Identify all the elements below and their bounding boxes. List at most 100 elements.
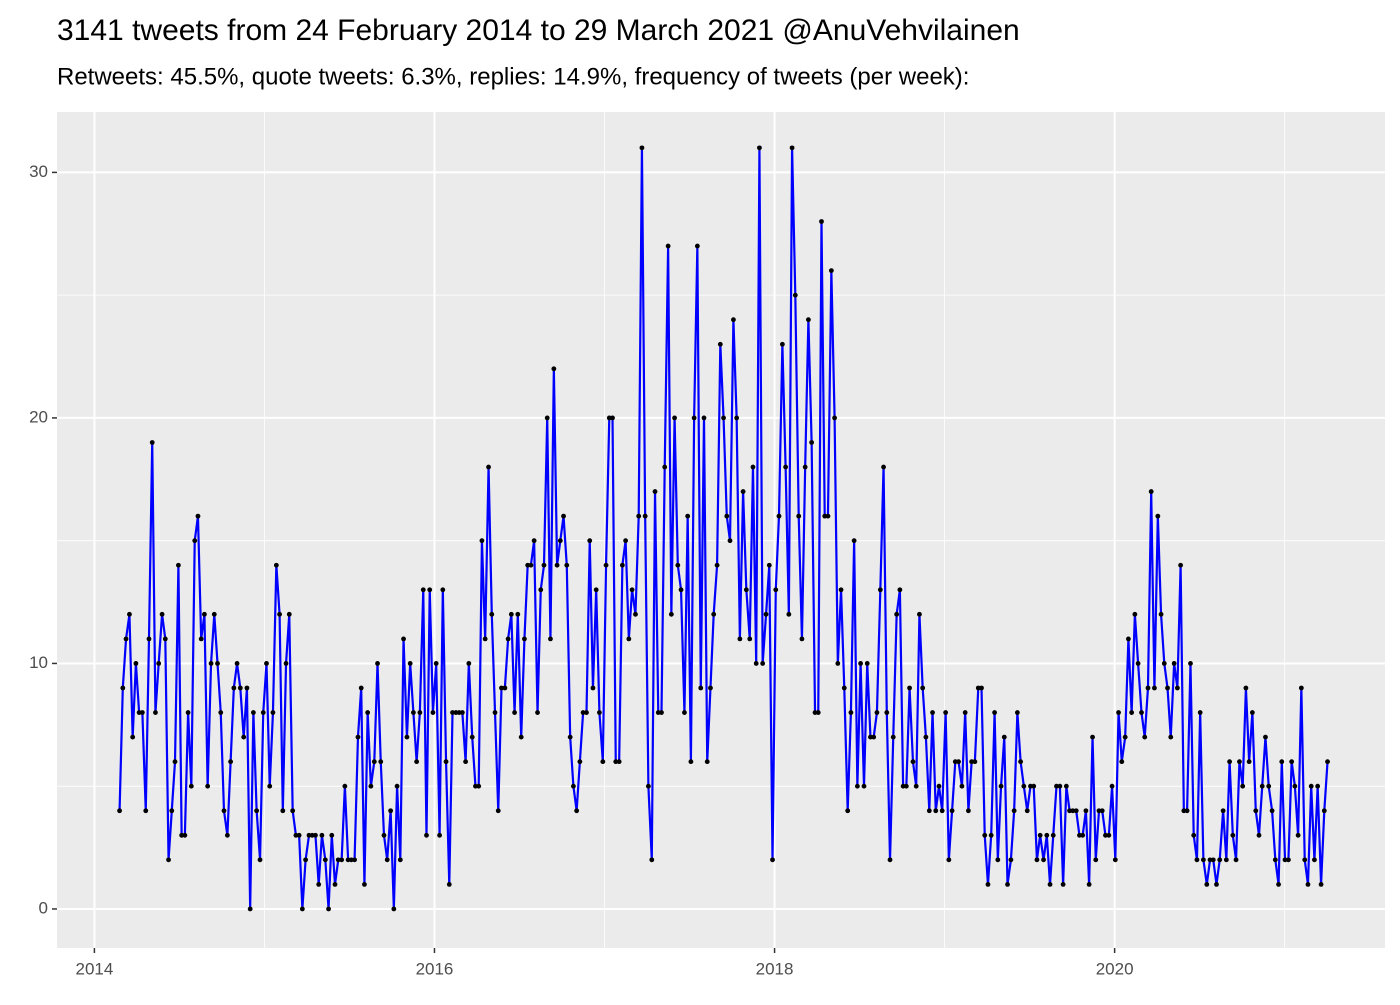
data-point bbox=[127, 611, 132, 617]
data-point bbox=[1266, 783, 1272, 789]
data-point bbox=[378, 759, 384, 765]
data-point bbox=[1086, 882, 1092, 887]
data-point bbox=[208, 661, 214, 666]
data-point bbox=[877, 587, 883, 593]
data-point bbox=[358, 685, 364, 691]
data-point bbox=[286, 611, 292, 617]
data-point bbox=[887, 857, 893, 863]
data-point bbox=[1155, 513, 1161, 519]
data-point bbox=[1204, 882, 1210, 887]
data-point bbox=[930, 710, 935, 715]
data-point bbox=[979, 685, 984, 691]
data-point bbox=[1282, 857, 1288, 863]
data-point bbox=[270, 710, 276, 715]
data-point bbox=[211, 611, 217, 617]
data-point bbox=[639, 145, 645, 151]
data-point bbox=[322, 857, 328, 863]
data-point bbox=[466, 661, 472, 666]
data-point bbox=[391, 906, 397, 912]
data-point bbox=[1063, 783, 1069, 789]
data-point bbox=[854, 783, 860, 789]
data-point bbox=[554, 562, 560, 568]
data-point bbox=[1223, 857, 1229, 863]
data-point bbox=[1191, 832, 1197, 838]
data-point bbox=[946, 857, 952, 863]
data-point bbox=[616, 759, 622, 765]
data-point bbox=[907, 685, 912, 691]
data-point bbox=[1302, 857, 1308, 863]
data-point bbox=[923, 734, 929, 740]
data-point bbox=[362, 882, 367, 887]
data-point bbox=[332, 882, 338, 887]
data-point bbox=[384, 857, 390, 863]
data-point bbox=[1001, 734, 1007, 740]
data-point bbox=[815, 710, 821, 715]
data-point bbox=[1243, 685, 1249, 691]
data-point bbox=[149, 440, 155, 445]
data-point bbox=[1184, 808, 1190, 814]
data-point bbox=[721, 415, 726, 421]
data-point bbox=[273, 562, 279, 568]
data-point bbox=[169, 808, 175, 814]
data-point bbox=[1197, 710, 1203, 715]
data-point bbox=[296, 832, 302, 838]
data-point bbox=[231, 685, 237, 691]
data-point bbox=[1148, 489, 1154, 494]
data-point bbox=[1126, 636, 1131, 642]
data-point bbox=[411, 710, 416, 715]
data-point bbox=[1044, 832, 1050, 838]
data-point bbox=[1031, 783, 1037, 789]
data-point bbox=[1011, 808, 1017, 814]
data-point bbox=[290, 808, 296, 814]
data-point bbox=[913, 783, 919, 789]
data-point bbox=[1152, 685, 1157, 691]
data-point bbox=[861, 783, 867, 789]
data-point bbox=[224, 832, 230, 838]
data-point bbox=[339, 857, 345, 863]
data-point bbox=[848, 710, 854, 715]
data-point bbox=[1325, 759, 1330, 765]
data-point bbox=[731, 317, 736, 323]
data-point bbox=[1253, 808, 1259, 814]
data-point bbox=[685, 513, 691, 519]
data-point bbox=[1298, 685, 1304, 691]
data-point bbox=[313, 832, 318, 838]
data-point bbox=[1246, 759, 1252, 765]
x-tick-label: 2020 bbox=[1096, 959, 1134, 978]
data-point bbox=[832, 415, 837, 421]
data-point bbox=[939, 808, 945, 814]
data-point bbox=[1171, 661, 1177, 666]
data-point bbox=[1008, 857, 1014, 863]
data-point bbox=[1024, 808, 1030, 814]
data-point bbox=[1099, 808, 1105, 814]
data-point bbox=[146, 636, 152, 642]
data-point bbox=[825, 513, 831, 519]
data-point bbox=[917, 611, 922, 617]
data-point bbox=[645, 783, 651, 789]
data-point bbox=[417, 710, 423, 715]
data-point bbox=[335, 857, 341, 863]
data-point bbox=[786, 611, 792, 617]
data-point bbox=[531, 538, 537, 544]
data-point bbox=[299, 906, 305, 912]
y-tick-label: 20 bbox=[29, 407, 48, 426]
data-point bbox=[326, 906, 331, 912]
data-point bbox=[557, 538, 563, 544]
data-point bbox=[192, 538, 198, 544]
data-point bbox=[1161, 661, 1167, 666]
data-point bbox=[218, 710, 224, 715]
data-point bbox=[133, 661, 139, 666]
data-point bbox=[352, 857, 357, 863]
data-point bbox=[1295, 832, 1301, 838]
data-point bbox=[783, 464, 789, 470]
data-point bbox=[1116, 710, 1121, 715]
data-point bbox=[162, 636, 168, 642]
data-point bbox=[120, 685, 126, 691]
data-point bbox=[215, 661, 220, 666]
data-point bbox=[420, 587, 426, 593]
data-point bbox=[623, 538, 629, 544]
y-tick-label: 10 bbox=[29, 653, 48, 672]
data-point bbox=[469, 734, 475, 740]
data-point bbox=[1139, 710, 1144, 715]
data-point bbox=[397, 857, 403, 863]
